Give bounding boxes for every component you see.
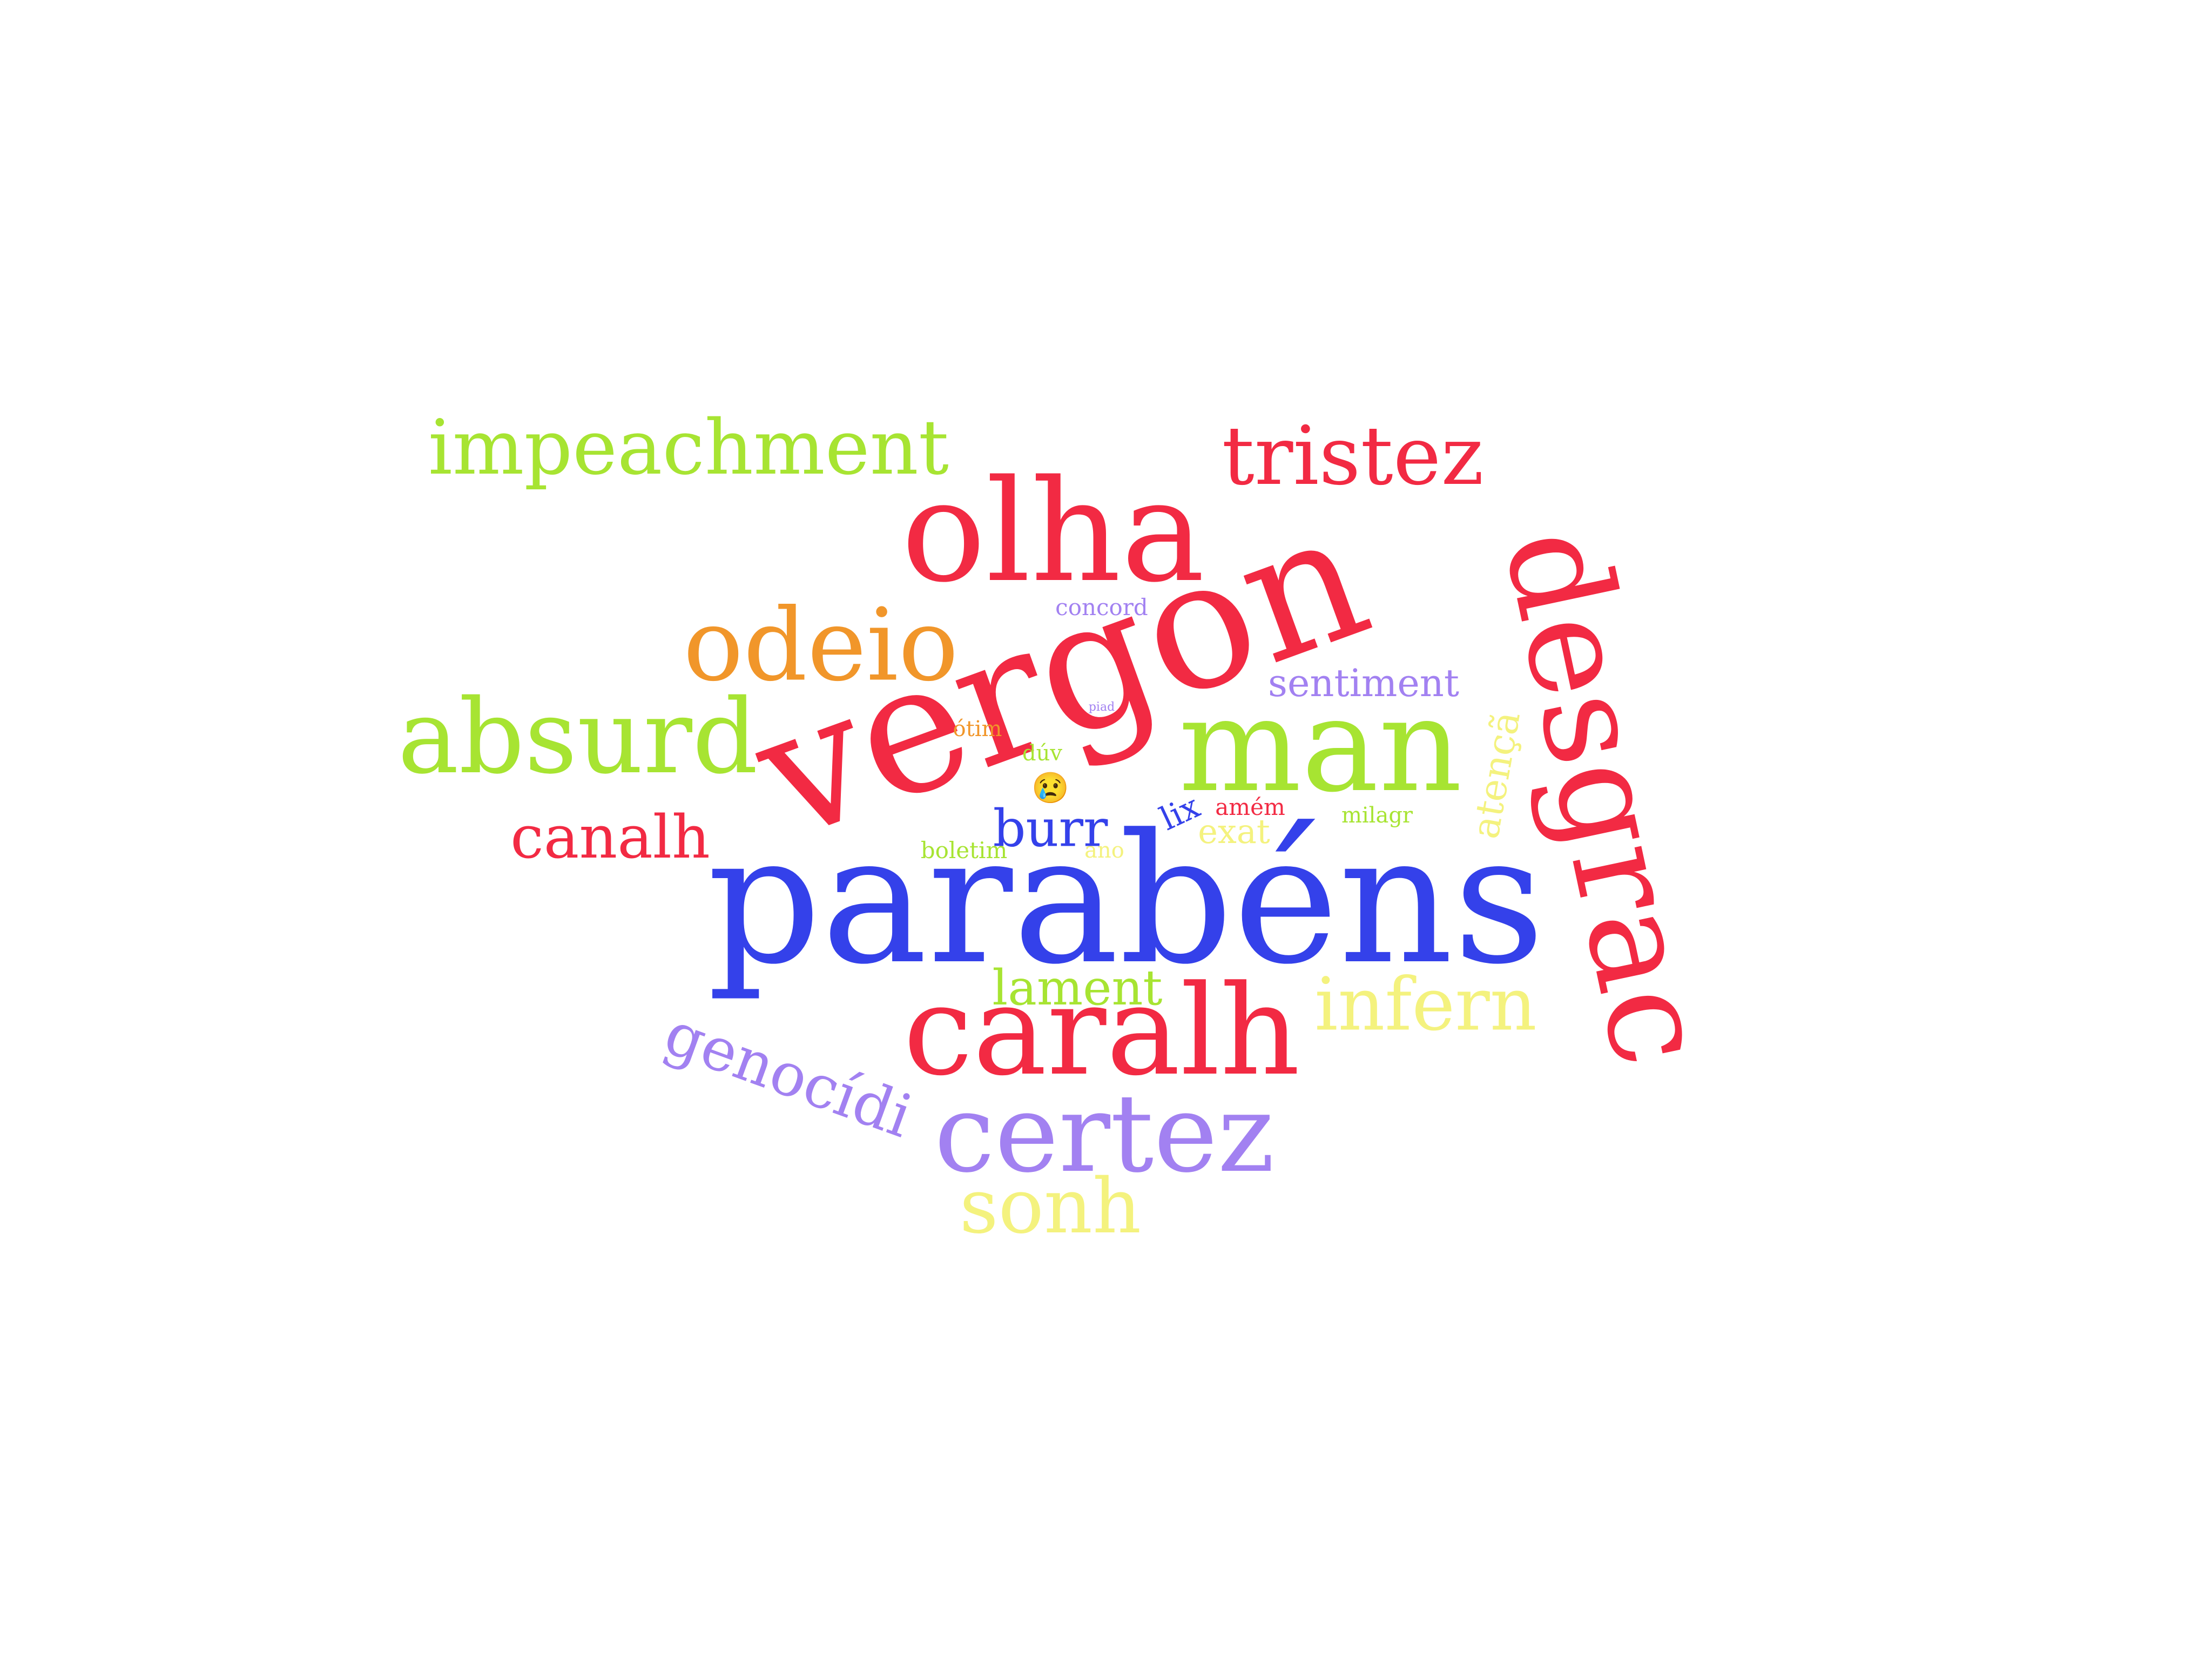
- crying-face-emoji-icon[interactable]: 😢: [1031, 771, 1069, 806]
- word-ano[interactable]: ano: [1084, 838, 1124, 863]
- word-exat[interactable]: exat: [1198, 812, 1270, 851]
- word-sentiment[interactable]: sentiment: [1268, 661, 1459, 705]
- word-man[interactable]: man: [1178, 670, 1462, 821]
- word-genocidi[interactable]: genocídi: [656, 998, 921, 1151]
- word-milagr[interactable]: milagr: [1341, 803, 1413, 828]
- word-otim[interactable]: ótim: [953, 717, 1002, 741]
- word-certez[interactable]: certez: [934, 1071, 1275, 1197]
- word-impeachment[interactable]: impeachment: [428, 404, 949, 492]
- word-olha[interactable]: olha: [901, 450, 1205, 613]
- word-sonh[interactable]: sonh: [959, 1163, 1142, 1251]
- word-boletim[interactable]: boletim: [920, 837, 1008, 864]
- word-concord[interactable]: concord: [1055, 594, 1148, 621]
- word-absurd[interactable]: absurd: [397, 677, 758, 797]
- word-caralh[interactable]: caralh: [903, 959, 1300, 1103]
- word-amem[interactable]: amém: [1215, 794, 1285, 820]
- word-piad[interactable]: piad: [1088, 700, 1115, 714]
- word-burr[interactable]: burr: [993, 799, 1108, 859]
- word-infern[interactable]: infern: [1314, 962, 1537, 1047]
- word-lament[interactable]: lament: [992, 960, 1163, 1016]
- word-parabens[interactable]: parabéns: [707, 796, 1545, 1003]
- word-duv[interactable]: dúv: [1022, 741, 1062, 766]
- word-tristez[interactable]: tristez: [1222, 409, 1484, 503]
- word-odeio[interactable]: odeio: [683, 586, 959, 704]
- word-canalh[interactable]: canalh: [510, 802, 710, 872]
